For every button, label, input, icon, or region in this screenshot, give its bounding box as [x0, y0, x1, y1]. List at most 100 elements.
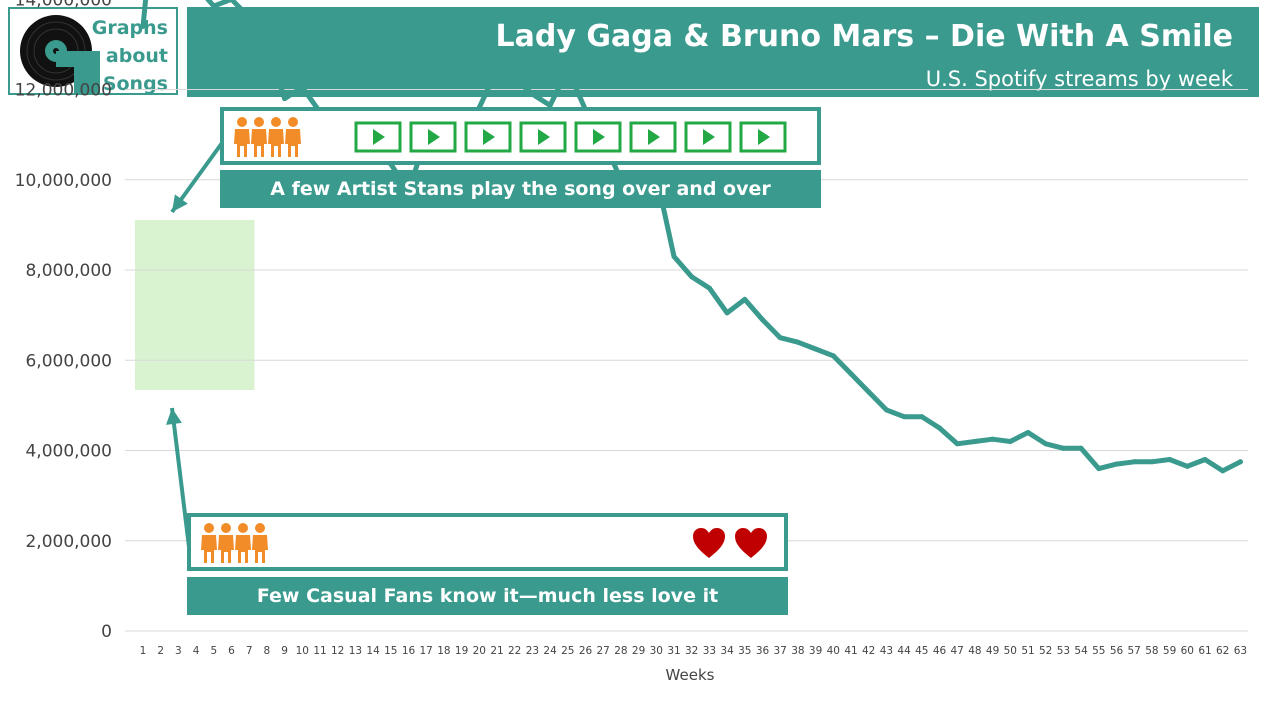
x-tick-label: 50 [1004, 645, 1017, 657]
x-tick-label: 19 [455, 645, 468, 657]
x-tick-label: 58 [1145, 645, 1158, 657]
x-tick-label: 59 [1163, 645, 1176, 657]
x-tick-label: 8 [264, 645, 271, 657]
x-tick-label: 12 [331, 645, 344, 657]
data-point [529, 91, 535, 97]
x-tick-label: 24 [543, 645, 557, 657]
y-tick-label: 6,000,000 [25, 351, 112, 371]
data-point [1184, 463, 1190, 469]
y-tick-label: 2,000,000 [25, 532, 112, 552]
data-point [901, 414, 907, 420]
x-tick-label: 21 [490, 645, 503, 657]
data-point [1149, 459, 1155, 465]
highlight-region [135, 220, 255, 390]
chart-subtitle: U.S. Spotify streams by week [925, 67, 1233, 91]
data-point [1114, 461, 1119, 467]
data-point [848, 371, 854, 377]
x-tick-label: 55 [1092, 645, 1105, 657]
data-point [494, 66, 500, 72]
x-tick-label: 13 [349, 645, 362, 657]
data-point [954, 441, 960, 447]
data-point [140, 23, 146, 29]
x-tick-label: 5 [210, 645, 217, 657]
x-tick-label: 9 [281, 645, 288, 657]
data-point [211, 3, 217, 9]
y-tick-label: 0 [101, 622, 112, 642]
data-point [547, 102, 553, 108]
data-point [299, 84, 305, 90]
x-tick-label: 49 [986, 645, 999, 657]
logo-line-2: about [105, 45, 168, 67]
x-tick-label: 39 [809, 645, 822, 657]
y-tick-label: 14,000,000 [15, 0, 112, 10]
data-point [777, 335, 783, 341]
data-point [1237, 459, 1243, 465]
x-tick-label: 48 [968, 645, 981, 657]
logo: Graphs about Songs [8, 7, 178, 95]
data-point [919, 414, 925, 420]
x-tick-label: 53 [1057, 645, 1070, 657]
data-point [972, 438, 978, 444]
x-tick-label: 3 [175, 645, 182, 657]
data-point [1096, 466, 1102, 472]
data-point [813, 346, 819, 352]
x-tick-label: 44 [897, 645, 911, 657]
x-tick-label: 37 [774, 645, 787, 657]
arrow-top-head [172, 194, 188, 212]
casual-fans-box [187, 513, 788, 571]
x-tick-label: 20 [473, 645, 486, 657]
x-tick-label: 18 [437, 645, 450, 657]
x-tick-label: 31 [667, 645, 680, 657]
x-tick-label: 35 [738, 645, 751, 657]
x-tick-label: 34 [720, 645, 734, 657]
x-tick-label: 43 [880, 645, 893, 657]
data-point [724, 310, 730, 316]
x-tick-label: 61 [1198, 645, 1211, 657]
x-tick-label: 4 [193, 645, 200, 657]
x-tick-label: 36 [756, 645, 770, 657]
x-tick-label: 29 [632, 645, 645, 657]
x-tick-label: 26 [579, 645, 593, 657]
x-tick-label: 54 [1074, 645, 1088, 657]
data-point [990, 436, 996, 442]
x-tick-label: 15 [384, 645, 397, 657]
x-tick-label: 17 [420, 645, 433, 657]
data-point [282, 96, 288, 102]
casual-fans-label: Few Casual Fans know it—much less love i… [187, 577, 788, 615]
x-tick-label: 32 [685, 645, 698, 657]
x-tick-label: 7 [246, 645, 253, 657]
data-point [742, 296, 748, 302]
x-tick-label: 11 [313, 645, 326, 657]
x-tick-label: 6 [228, 645, 235, 657]
x-tick-label: 10 [296, 645, 309, 657]
data-point [246, 14, 252, 20]
x-tick-label: 25 [561, 645, 574, 657]
x-tick-label: 23 [526, 645, 539, 657]
x-tick-label: 60 [1181, 645, 1194, 657]
x-tick-label: 63 [1234, 645, 1247, 657]
data-point [1007, 438, 1013, 444]
data-point [512, 75, 518, 81]
data-point [866, 389, 872, 395]
x-axis-title: Weeks [666, 666, 715, 684]
x-tick-label: 2 [157, 645, 164, 657]
x-tick-label: 52 [1039, 645, 1052, 657]
x-tick-label: 30 [650, 645, 663, 657]
data-point [937, 425, 942, 431]
x-tick-label: 27 [597, 645, 610, 657]
x-tick-label: 40 [827, 645, 840, 657]
y-tick-label: 8,000,000 [25, 261, 112, 281]
x-tick-label: 16 [402, 645, 416, 657]
data-point [1078, 445, 1084, 451]
data-point [706, 285, 712, 291]
chart-title: Lady Gaga & Bruno Mars – Die With A Smil… [495, 19, 1233, 54]
x-tick-label: 33 [703, 645, 716, 657]
x-tick-label: 62 [1216, 645, 1229, 657]
x-tick-label: 56 [1110, 645, 1124, 657]
x-tick-label: 14 [366, 645, 380, 657]
data-point [1060, 445, 1066, 451]
x-tick-label: 28 [614, 645, 627, 657]
data-point [1202, 457, 1208, 463]
data-point [1025, 429, 1031, 435]
data-point [565, 66, 571, 72]
